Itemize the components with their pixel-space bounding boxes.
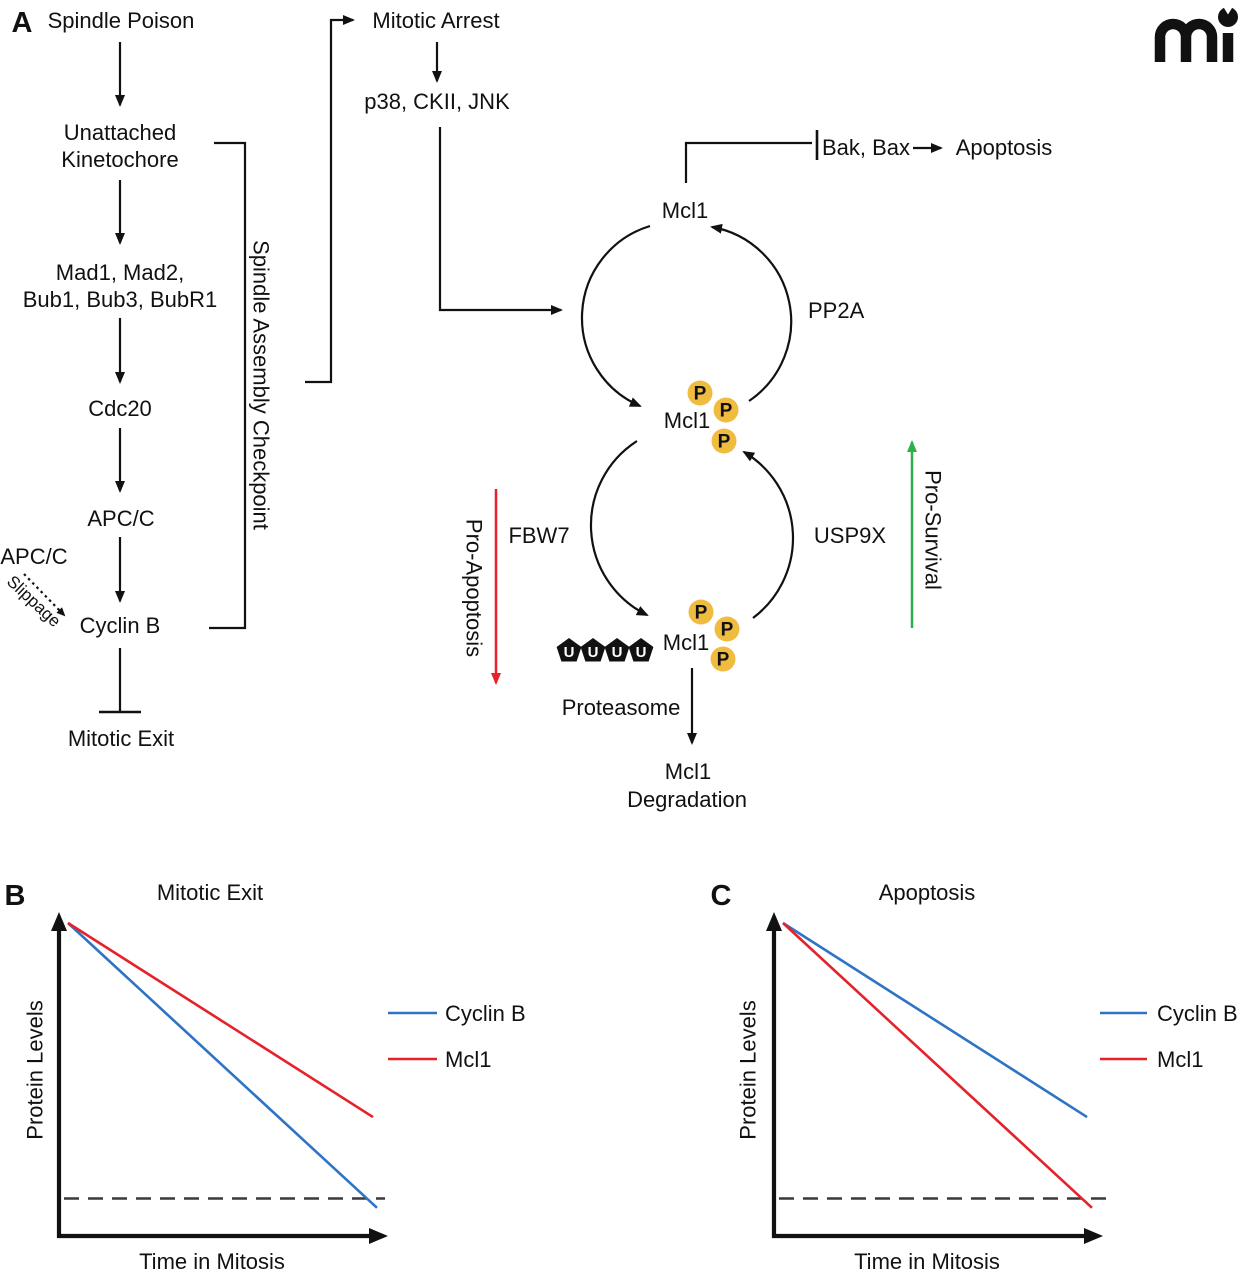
ubiquitin-badge: U [604,638,630,662]
logo-m-glyph [1154,18,1218,62]
node-degradation: Degradation [627,787,747,812]
phosphate-group-middle: P P P [687,380,739,454]
phosphate-letter: P [718,432,731,453]
panel-b: B Mitotic Exit Protein Levels Time in Mi… [5,880,526,1274]
arc-mcl1-phosphorylation [580,224,651,408]
node-apoptosis: Apoptosis [956,135,1053,160]
inhibit-mcl1-bakbax-line [684,141,812,183]
ubiquitin-badge: U [580,638,606,662]
ubiquitin-badge: U [628,638,654,662]
node-mitotic-arrest: Mitotic Arrest [372,8,499,33]
phosphate-badge: P [688,599,714,625]
chart-c-legend: Cyclin B Mcl1 [1100,1001,1238,1072]
phosphate-letter: P [694,384,707,405]
phosphate-badge: P [714,616,740,642]
node-fbw7: FBW7 [508,523,569,548]
node-cyclin-b: Cyclin B [80,613,161,638]
phosphate-letter: P [695,603,708,624]
ubiquitin-letter: U [564,644,575,661]
ubiquitin-letter: U [588,644,599,661]
panel-c: C Apoptosis Protein Levels Time in Mitos… [711,880,1238,1274]
panel-a-label: A [12,7,33,39]
chart-b-title: Mitotic Exit [157,880,263,905]
sac-bracket [209,141,247,630]
journal-logo [1154,7,1238,62]
node-unattached-kinetochore-line2: Kinetochore [61,147,178,172]
label-pro-survival: Pro-Survival [920,470,945,590]
node-mcl1-ubiquitinated: Mcl1 [663,630,709,655]
logo-i-notched-dot [1218,7,1238,28]
node-mcl1-phospho: Mcl1 [664,408,710,433]
node-apcc: APC/C [87,506,154,531]
chart-c-plot-area [779,921,1115,1209]
chart-c-xlabel: Time in Mitosis [854,1249,1000,1274]
series-line-cyclin-b [67,922,378,1209]
ubiquitin-badge: U [556,638,582,662]
ubiquitin-letter: U [612,644,623,661]
node-apcc-slippage: APC/C [0,544,67,569]
phosphate-letter: P [721,620,734,641]
chart-b-ylabel: Protein Levels [23,1000,48,1139]
node-mad-proteins: Mad1, Mad2, [56,260,184,285]
phosphate-badge: P [713,397,739,423]
node-bub-proteins: Bub1, Bub3, BubR1 [23,287,217,312]
arrow-sac-to-mitotic-arrest [305,15,355,384]
chart-c-title: Apoptosis [879,880,976,905]
panel-b-label: B [5,880,26,912]
ubiquitin-letter: U [636,644,647,661]
chart-c-ylabel: Protein Levels [736,1000,761,1139]
phosphate-letter: P [720,401,733,422]
arc-pp2a-dephosphorylation [710,223,793,402]
node-usp9x: USP9X [814,523,886,548]
series-line-cyclin-b [782,921,1088,1119]
node-proteasome: Proteasome [562,695,681,720]
arc-fbw7-ubiquitination [589,440,649,616]
phosphate-letter: P [717,650,730,671]
node-unattached-kinetochore: Unattached [64,120,177,145]
chart-b-legend: Cyclin B Mcl1 [388,1001,526,1072]
node-kinases-p38-ckii-jnk: p38, CKII, JNK [364,89,510,114]
ubiquitin-chain: U U U U [556,638,654,662]
node-bak-bax: Bak, Bax [822,135,910,160]
chart-b-plot-area [64,921,385,1209]
arc-usp9x-deubiquitination [742,450,795,619]
legend-label-cyclin-b: Cyclin B [1157,1001,1238,1026]
series-line-mcl1 [782,922,1093,1209]
node-mitotic-exit: Mitotic Exit [68,726,174,751]
label-spindle-assembly-checkpoint: Spindle Assembly Checkpoint [248,240,273,530]
phosphate-badge: P [687,380,713,406]
phosphate-group-bottom: P P P [688,599,740,672]
panel-a: A Spindle Poison Unattached Kinetochore … [0,7,1052,812]
node-spindle-poison: Spindle Poison [48,8,195,33]
arrow-kinases-to-cycle [438,127,563,315]
panel-c-label: C [711,880,732,912]
node-mcl1-degraded: Mcl1 [665,759,711,784]
phosphate-badge: P [710,646,736,672]
node-pp2a: PP2A [808,298,865,323]
label-slippage: Slippage [3,572,64,631]
legend-label-mcl1: Mcl1 [1157,1047,1203,1072]
series-line-mcl1 [67,921,374,1119]
chart-b-xlabel: Time in Mitosis [139,1249,285,1274]
node-mcl1-top: Mcl1 [662,198,708,223]
label-pro-apoptosis: Pro-Apoptosis [461,519,486,657]
legend-label-mcl1: Mcl1 [445,1047,491,1072]
node-cdc20: Cdc20 [88,396,152,421]
phosphate-badge: P [711,428,737,454]
legend-label-cyclin-b: Cyclin B [445,1001,526,1026]
